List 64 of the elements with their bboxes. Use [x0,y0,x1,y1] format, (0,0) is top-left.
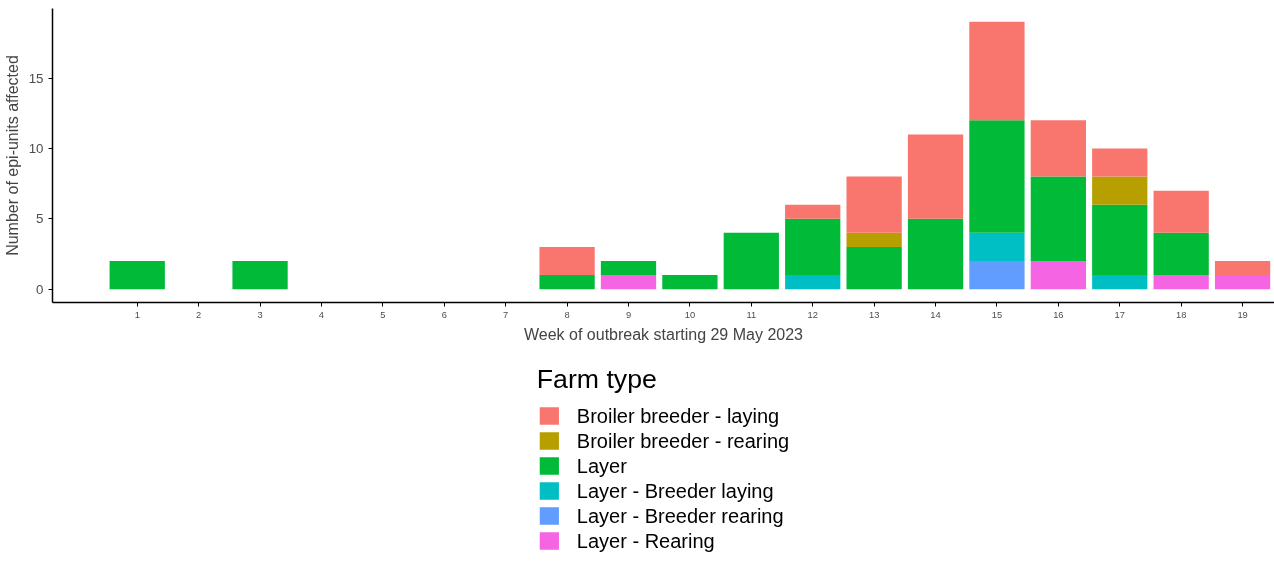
bar [1092,275,1148,290]
x-tick-label: 15 [991,309,1003,320]
bar [539,246,595,276]
bar [662,275,718,290]
x-tick-label: 14 [930,309,941,320]
bar [969,261,1025,290]
x-tick-label: 9 [625,309,632,320]
bar [539,275,595,290]
bar [600,275,657,290]
bar [907,218,964,290]
legend-label: Broiler breeder - laying [576,404,780,427]
bar [232,261,288,290]
bar [1092,176,1148,205]
bar [1030,120,1086,177]
legend-label: Broiler breeder - rearing [576,429,790,452]
bar [1214,275,1271,290]
bar [969,21,1025,121]
legend-label: Layer - Rearing [576,529,715,552]
x-tick-label: 19 [1237,309,1248,320]
bar [785,275,841,290]
bar [785,204,841,219]
x-tick-label: 16 [1053,309,1064,320]
y-axis-title: Number of epi-units affected [3,55,21,256]
y-tick-label: 0 [36,281,44,297]
x-tick-label: 7 [503,309,509,320]
x-tick-label: 2 [196,309,202,320]
bar [785,218,841,276]
x-tick-label: 8 [564,309,570,320]
x-tick-label: 1 [134,309,140,320]
y-tick-label: 5 [36,211,44,227]
bar [1030,261,1086,290]
bar [1030,176,1086,261]
x-tick-label: 13 [868,309,880,320]
bar [600,261,657,276]
bar [1153,275,1209,290]
bar [846,246,902,290]
x-tick-label: 11 [746,309,757,320]
bar [1092,148,1148,177]
x-tick-label: 4 [318,309,325,320]
x-tick-label: 18 [1175,309,1187,320]
bar [109,261,165,290]
bar [969,120,1025,233]
x-tick-label: 3 [257,309,263,320]
y-tick-label: 10 [28,140,44,156]
legend-label: Layer - Breeder laying [576,479,774,502]
legend-label: Layer - Breeder rearing [576,504,784,527]
bar [907,134,964,219]
x-tick-label: 17 [1114,309,1125,320]
y-tick-label: 15 [28,70,44,86]
x-axis-title: Week of outbreak starting 29 May 2023 [524,325,804,343]
x-tick-label: 12 [807,309,818,320]
legend-title: Farm type [536,363,658,394]
bar [1214,261,1271,276]
legend-label: Layer [576,454,627,477]
bar [1153,232,1209,276]
bar [1092,204,1148,276]
bar [846,232,902,247]
x-tick-label: 10 [684,309,696,320]
x-tick-label: 5 [380,309,386,320]
bar [723,232,779,290]
bar [1153,190,1209,233]
bar [846,176,902,233]
x-tick-label: 6 [441,309,447,320]
bar [969,232,1025,261]
